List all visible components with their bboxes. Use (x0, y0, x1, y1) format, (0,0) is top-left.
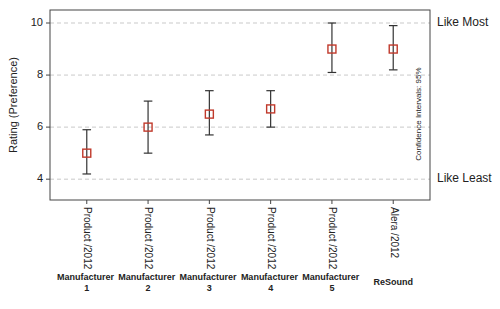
mean-marker (328, 45, 336, 53)
error-bar (86, 130, 87, 174)
error-cap-low (144, 153, 153, 154)
x-tick-label: Product /2012 (143, 207, 154, 270)
manufacturer-label-line: Manufacturer (302, 272, 362, 282)
manufacturer-label: Manufacturer 3 (180, 272, 240, 293)
manufacturer-label: Manufacturer 2 (118, 272, 178, 293)
error-cap-high (328, 22, 337, 23)
mean-marker (389, 45, 397, 53)
confidence-note: Confidence Intervals: 95% (414, 67, 423, 160)
mean-marker (144, 123, 152, 131)
marks (82, 23, 397, 174)
x-tick (331, 200, 332, 204)
mean-marker (83, 149, 91, 157)
error-bar (147, 101, 148, 153)
manufacturer-label: Manufacturer 5 (302, 272, 362, 293)
error-cap-low (328, 72, 337, 73)
y-axis-label: Rating (Preference) (7, 57, 19, 153)
error-bar (209, 91, 210, 135)
grid-line (50, 75, 430, 76)
error-bar (331, 23, 332, 72)
right-annotation: Like Most (437, 15, 489, 29)
manufacturer-label-line: Manufacturer (241, 272, 301, 282)
manufacturer-label: Manufacturer 4 (241, 272, 301, 293)
x-tick (393, 200, 394, 204)
x-tick-label: Product /2012 (205, 207, 216, 270)
x-tick-label: Product /2012 (82, 207, 93, 270)
x-tick-label: Product /2012 (266, 207, 277, 270)
manufacturer-label-line: 2 (146, 283, 151, 293)
error-bar (393, 26, 394, 70)
y-tick (46, 127, 50, 128)
manufacturer-label-line: Manufacturer (57, 272, 117, 282)
error-cap-high (205, 90, 214, 91)
manufacturer-label: ReSound (373, 277, 413, 287)
error-cap-low (82, 173, 91, 174)
manufacturer-label-line: Manufacturer (180, 272, 240, 282)
x-tick (86, 200, 87, 204)
manufacturer-label: Manufacturer 1 (57, 272, 117, 293)
error-cap-high (82, 129, 91, 130)
chart-container: 4 6 8 10 Rating (Preference) Product /2012 Pro… (0, 0, 500, 309)
error-cap-high (144, 100, 153, 101)
grid (50, 23, 430, 179)
x-tick-label: Product /2012 (327, 207, 338, 270)
error-cap-low (389, 69, 398, 70)
mean-marker (205, 110, 213, 118)
manufacturer-label-line: Manufacturer (118, 272, 178, 282)
x-tick (148, 200, 149, 204)
x-tick (270, 200, 271, 204)
manufacturer-label-line: 5 (329, 283, 334, 293)
plot-frame (50, 10, 430, 200)
y-tick-label: 4 (37, 172, 43, 184)
right-annotation: Like Least (437, 171, 492, 185)
y-tick (46, 23, 50, 24)
error-bar (270, 91, 271, 127)
error-cap-low (266, 127, 275, 128)
mean-marker (267, 105, 275, 113)
error-cap-low (205, 134, 214, 135)
y-tick (46, 179, 50, 180)
y-tick-label: 8 (37, 68, 43, 80)
grid-line (50, 127, 430, 128)
x-tick (209, 200, 210, 204)
error-cap-high (389, 25, 398, 26)
grid-line (50, 179, 430, 180)
y-tick-label: 6 (37, 120, 43, 132)
grid-line (50, 23, 430, 24)
error-cap-high (266, 90, 275, 91)
y-tick (46, 75, 50, 76)
manufacturer-label-line: 4 (268, 283, 273, 293)
manufacturer-label-line: 3 (207, 283, 212, 293)
y-tick-label: 10 (31, 16, 43, 28)
chart-svg: 4 6 8 10 Rating (Preference) Product /2012 Pro… (0, 0, 500, 309)
x-tick-label: Alera /2012 (389, 207, 400, 259)
manufacturer-label-line: 1 (84, 283, 89, 293)
